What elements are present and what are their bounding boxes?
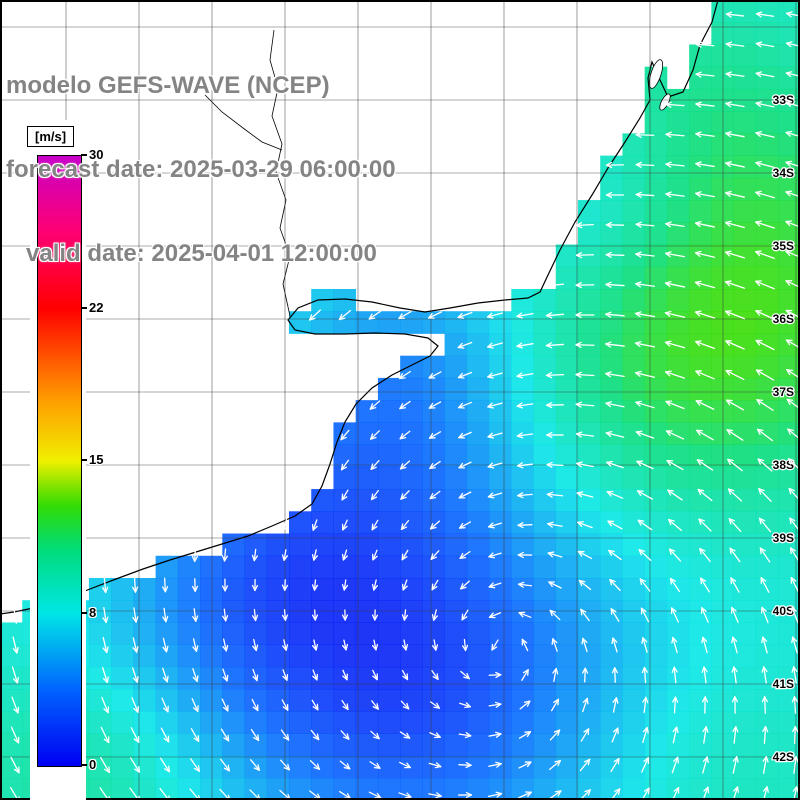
latitude-label: 37S xyxy=(773,385,794,399)
colorbar-gradient xyxy=(37,155,82,767)
colorbar-tick-mark xyxy=(81,764,87,766)
colorbar-tick-label: 8 xyxy=(89,604,97,620)
colorbar-tick-mark xyxy=(81,459,87,461)
colorbar-tick-mark xyxy=(81,306,87,309)
latitude-label: 40S xyxy=(773,604,794,618)
model-title: modelo GEFS-WAVE (NCEP) xyxy=(6,72,330,99)
colorbar-tick-label: 0 xyxy=(89,757,97,772)
latitude-label: 34S xyxy=(773,166,794,180)
coastline xyxy=(0,0,719,615)
colorbar-tick-mark xyxy=(81,154,87,156)
colorbar-tick-label: 22 xyxy=(89,299,104,315)
title-block: modelo GEFS-WAVE (NCEP) forecast date: 2… xyxy=(6,16,396,324)
latitude-label: 39S xyxy=(773,531,794,545)
forecast-date-label: forecast date: 2025-03-29 06:00:00 xyxy=(6,156,396,183)
latitude-label: 35S xyxy=(773,239,794,253)
colorbar-tick-mark xyxy=(81,611,87,614)
latitude-label: 36S xyxy=(773,312,794,326)
colorbar-unit-label: [m/s] xyxy=(27,126,75,147)
latitude-label: 42S xyxy=(773,750,794,764)
colorbar-tick-label: 15 xyxy=(89,452,104,467)
country-borders xyxy=(204,29,291,317)
colorbar-tick-label: 30 xyxy=(89,147,104,162)
latitude-label: 41S xyxy=(773,677,794,691)
latitude-label: 33S xyxy=(773,93,794,107)
coastal-lagoons xyxy=(648,59,671,111)
valid-date-label: valid date: 2025-04-01 12:00:00 xyxy=(6,240,377,267)
